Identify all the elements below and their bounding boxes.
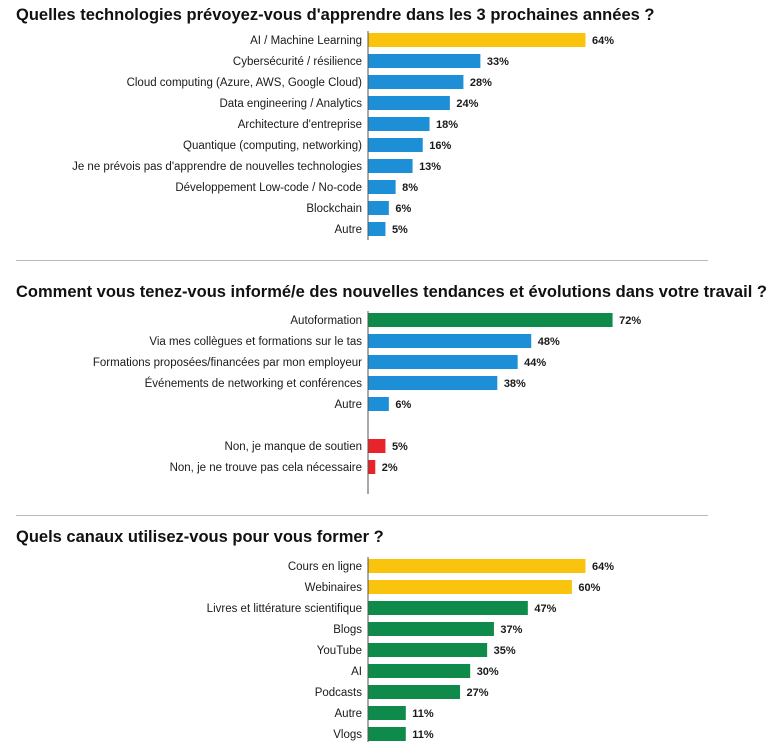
bar <box>368 159 413 173</box>
value-label: 13% <box>419 161 441 173</box>
bar <box>368 201 389 215</box>
section-divider <box>16 515 708 516</box>
bar <box>368 460 376 474</box>
category-label: Cybersécurité / résilience <box>233 56 362 68</box>
bar <box>368 706 406 720</box>
value-label: 60% <box>578 582 600 594</box>
category-label: Je ne prévois pas d'apprendre de nouvell… <box>72 161 362 173</box>
bar <box>368 439 386 453</box>
bar <box>368 96 450 110</box>
bar <box>368 117 430 131</box>
bar <box>368 355 518 369</box>
value-label: 5% <box>392 441 408 453</box>
category-label: AI / Machine Learning <box>250 35 362 47</box>
bar <box>368 222 386 236</box>
chart-title-channels: Quels canaux utilisez-vous pour vous for… <box>16 528 384 546</box>
value-label: 27% <box>467 687 489 699</box>
category-label: Webinaires <box>305 582 363 594</box>
value-label: 18% <box>436 119 458 131</box>
category-label: Livres et littérature scientifique <box>207 603 362 615</box>
value-label: 24% <box>456 98 478 110</box>
category-label: Non, je manque de soutien <box>225 441 362 453</box>
value-label: 64% <box>592 561 614 573</box>
bar <box>368 376 498 390</box>
bar <box>368 75 464 89</box>
value-label: 11% <box>412 708 434 720</box>
value-label: 8% <box>402 182 418 194</box>
value-label: 6% <box>395 399 411 411</box>
value-label: 6% <box>395 203 411 215</box>
chart-title-technologies: Quelles technologies prévoyez-vous d'app… <box>16 6 655 24</box>
chart-1: Autoformation 72% Via mes collègues et for… <box>93 311 641 494</box>
category-label: Blogs <box>333 624 362 636</box>
value-label: 16% <box>429 140 451 152</box>
value-label: 38% <box>504 378 526 390</box>
bar <box>368 180 396 194</box>
value-label: 5% <box>392 224 408 236</box>
category-label: Autre <box>335 708 363 720</box>
bar <box>368 54 481 68</box>
category-label: Via mes collègues et formations sur le t… <box>149 336 362 348</box>
bar <box>368 664 471 678</box>
category-label: Événements de networking et conférences <box>145 377 363 390</box>
value-label: 47% <box>534 603 556 615</box>
bar <box>368 33 586 47</box>
value-label: 72% <box>619 315 641 327</box>
value-label: 44% <box>524 357 546 369</box>
value-label: 37% <box>500 624 522 636</box>
bar <box>368 601 528 615</box>
value-label: 35% <box>494 645 516 657</box>
value-label: 28% <box>470 77 492 89</box>
value-label: 64% <box>592 35 614 47</box>
bar <box>368 559 586 573</box>
chart-title-information: Comment vous tenez-vous informé/e des no… <box>16 283 767 301</box>
value-label: 30% <box>477 666 499 678</box>
category-label: Vlogs <box>333 729 362 741</box>
bar <box>368 313 613 327</box>
category-label: Blockchain <box>306 203 362 215</box>
category-label: Quantique (computing, networking) <box>183 140 362 152</box>
bar <box>368 685 461 699</box>
bar <box>368 334 532 348</box>
bar <box>368 580 572 594</box>
bar <box>368 643 488 657</box>
category-label: Podcasts <box>315 687 363 699</box>
value-label: 48% <box>538 336 560 348</box>
chart-0: AI / Machine Learning 64% Cybersécurité / … <box>72 31 614 240</box>
category-label: Cours en ligne <box>288 561 362 573</box>
value-label: 11% <box>412 729 434 741</box>
category-label: Développement Low-code / No-code <box>175 182 362 194</box>
category-label: Autoformation <box>290 315 362 327</box>
bar <box>368 138 423 152</box>
category-label: Autre <box>335 224 363 236</box>
bar <box>368 622 494 636</box>
category-label: Autre <box>335 399 363 411</box>
bar <box>368 397 389 411</box>
category-label: Architecture d'entreprise <box>238 119 362 131</box>
category-label: YouTube <box>317 645 362 657</box>
value-label: 33% <box>487 56 509 68</box>
category-label: Cloud computing (Azure, AWS, Google Clou… <box>127 77 363 89</box>
category-label: Non, je ne trouve pas cela nécessaire <box>170 462 362 474</box>
category-label: Formations proposées/financées par mon e… <box>93 357 362 369</box>
category-label: Data engineering / Analytics <box>219 98 362 110</box>
value-label: 2% <box>382 462 398 474</box>
section-divider <box>16 260 708 261</box>
category-label: AI <box>351 666 362 678</box>
chart-2: Cours en ligne 64% Webinaires 60% Livres et … <box>207 557 614 742</box>
bar <box>368 727 406 741</box>
